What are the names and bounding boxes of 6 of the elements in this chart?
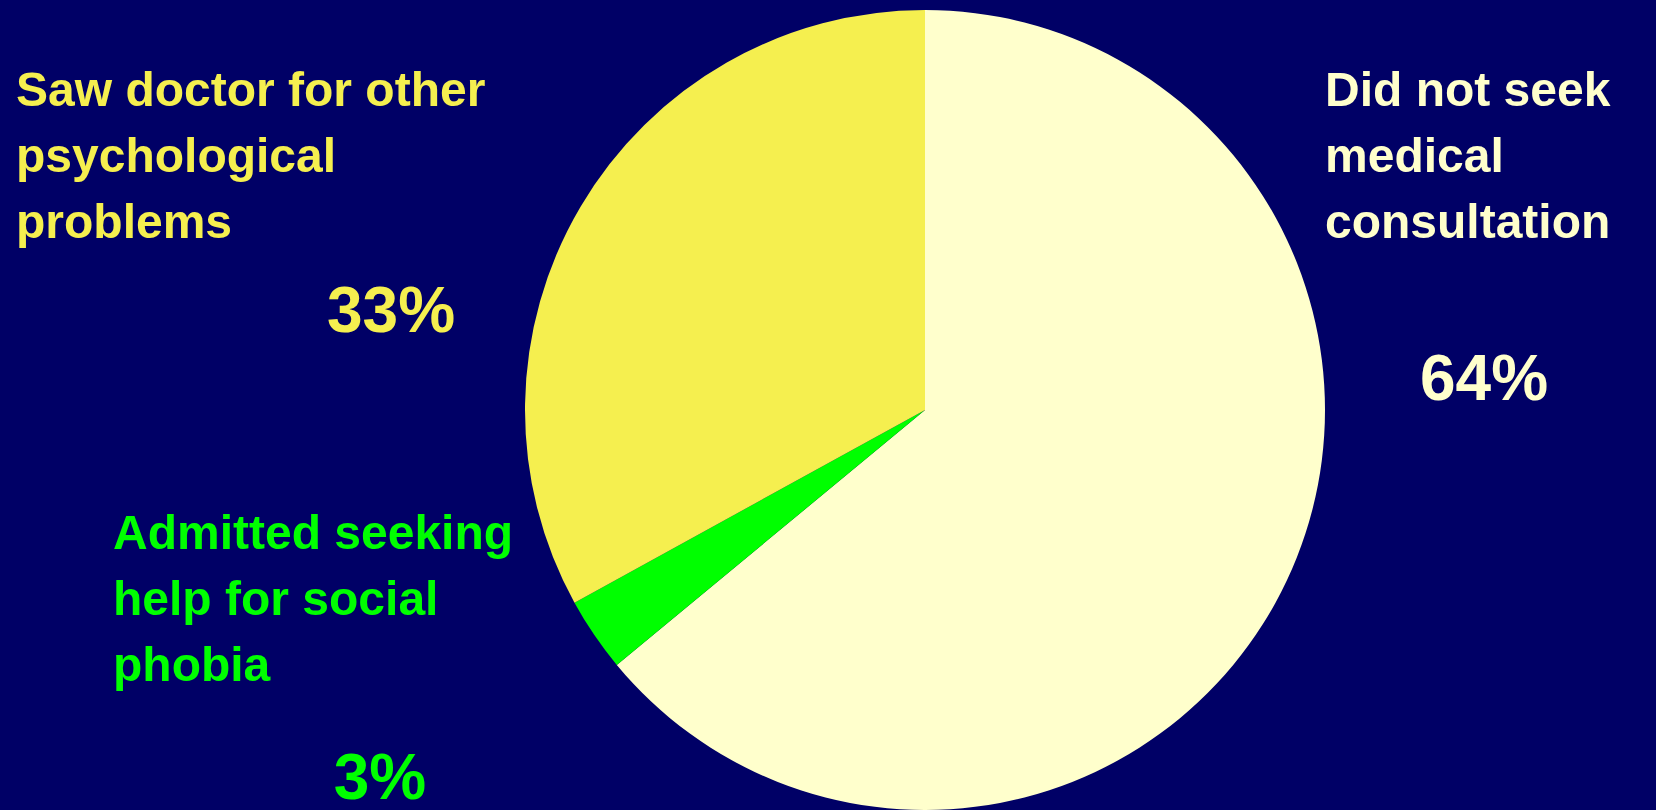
slice-label: Admitted seeking help for social phobia [113,506,514,692]
slice-label: Saw doctor for other psychological problems [16,63,486,249]
data-label: 64% [1419,341,1549,414]
slice-label: Did not seek medical consultation [1325,63,1611,249]
data-label: 3% [333,740,427,810]
data-label: 33% [326,273,456,346]
